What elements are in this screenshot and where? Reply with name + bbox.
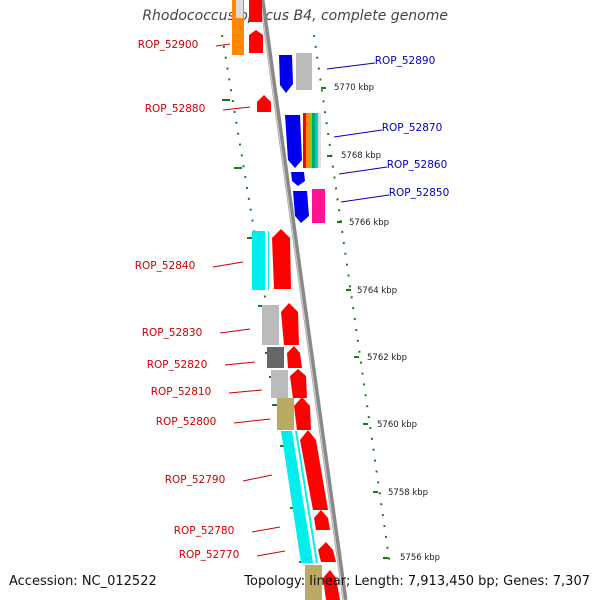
gene-block-ROP_52790-cyan-hl[interactable] [292,431,316,563]
gene-stripes-ROP_52870-f[interactable] [318,113,321,168]
gene-block-ROP_52820-darkgray[interactable] [267,347,284,368]
gene-label-ROP_52870[interactable]: ROP_52870 [382,122,443,134]
gene-arrow-red-bottom[interactable] [323,570,340,600]
gene-block-olive-bottom[interactable] [305,565,322,600]
gene-arrow-ROP_52830[interactable] [281,303,299,345]
gene-label-ROP_52780[interactable]: ROP_52780 [174,525,235,537]
gene-arrow-ROP_52810[interactable] [290,369,307,398]
leader-lines [212,43,390,557]
gene-block-ROP_52800-olive[interactable] [277,398,294,430]
gene-label-ROP_52770[interactable]: ROP_52770 [179,549,240,561]
gene-arrow-red-top[interactable] [249,30,263,53]
scale-label: 5760 kbp [377,420,417,430]
gene-labels: ROP_52900 ROP_52880 ROP_52840 ROP_52830 ROP_… [135,39,450,561]
gene-label-ROP_52890[interactable]: ROP_52890 [375,55,436,67]
gene-block-ROP_52850[interactable] [312,189,325,223]
gene-arrow-ROP_52840[interactable] [272,229,291,289]
gene-label-ROP_52820[interactable]: ROP_52820 [147,359,208,371]
gene-arrow-ROP_52890[interactable] [279,55,293,93]
gene-label-ROP_52800[interactable]: ROP_52800 [156,416,217,428]
summary-text: Topology: linear; Length: 7,913,450 bp; … [244,574,590,589]
gene-stripes-ROP_52870-b[interactable] [306,113,309,168]
gene-stripes-ROP_52870-e[interactable] [315,113,318,168]
gene-stripes-ROP_52870-d[interactable] [312,113,315,168]
scale-ticks [321,87,388,559]
gene-block-ROP_52810-gray[interactable] [271,370,288,398]
gene-block-gray-top[interactable] [236,0,243,18]
leader-line-left [212,261,244,268]
gene-label-ROP_52900[interactable]: ROP_52900 [138,39,199,51]
scale-label: 5764 kbp [357,286,397,296]
scale-label: 5766 kbp [349,218,389,228]
right-boundary-dots [313,34,391,566]
leader-line-left [215,43,231,47]
gene-block-ROP_52840-cyan[interactable] [252,231,269,290]
gene-stripes-ROP_52870-a[interactable] [303,113,306,168]
gene-arrow-ROP_52800[interactable] [294,397,311,430]
gene-label-ROP_52830[interactable]: ROP_52830 [142,327,203,339]
gene-arrow-ROP_52850[interactable] [293,191,309,223]
gene-stripes-ROP_52870-c[interactable] [309,113,312,168]
scale-label: 5758 kbp [388,488,428,498]
gene-block-red-top[interactable] [249,0,262,22]
leader-line-left [228,389,263,394]
leader-line-right [326,62,376,70]
gene-arrow-ROP_52780[interactable] [314,510,330,530]
gene-label-ROP_52880[interactable]: ROP_52880 [145,103,206,115]
leader-line-left [222,106,251,111]
scale-label: 5762 kbp [367,353,407,363]
leader-line-left [224,361,256,366]
leader-line-left [219,328,251,334]
gene-arrow-ROP_52820[interactable] [287,346,302,368]
gene-arrow-ROP_52860[interactable] [291,172,305,186]
leader-line-right [333,129,383,138]
scale-labels: 5770 kbp 5768 kbp 5766 kbp 5764 kbp 5762 kbp… [334,83,440,563]
gene-arrow-ROP_52790[interactable] [300,430,328,510]
leader-line-right [338,166,388,175]
gene-block-ROP_52840-white[interactable] [265,231,268,290]
gene-arrow-ROP_52770[interactable] [318,542,336,562]
gene-arrow-ROP_52880[interactable] [257,95,271,112]
gene-label-ROP_52840[interactable]: ROP_52840 [135,260,196,272]
genome-axis-highlight [259,0,345,600]
gene-label-ROP_52860[interactable]: ROP_52860 [387,159,448,171]
leader-line-left [233,418,271,424]
gene-label-ROP_52790[interactable]: ROP_52790 [165,474,226,486]
scale-label: 5756 kbp [400,553,440,563]
gene-label-ROP_52810[interactable]: ROP_52810 [151,386,212,398]
genome-title: Rhodococcus opacus B4, complete genome [142,8,448,24]
leader-line-left [251,526,281,533]
accession-text: Accession: NC_012522 [9,574,157,589]
scale-label: 5770 kbp [334,83,374,93]
genome-axis [259,0,348,600]
scale-label: 5768 kbp [341,151,381,161]
leader-line-left [256,550,286,557]
leader-line-left [242,474,273,482]
gene-arrow-ROP_52870[interactable] [285,115,302,168]
gene-label-ROP_52850[interactable]: ROP_52850 [389,187,450,199]
gene-block-gray-52890[interactable] [296,53,312,90]
leader-line-right [340,194,390,203]
gene-features [232,0,340,600]
gene-block-ROP_52830-gray[interactable] [262,305,279,345]
